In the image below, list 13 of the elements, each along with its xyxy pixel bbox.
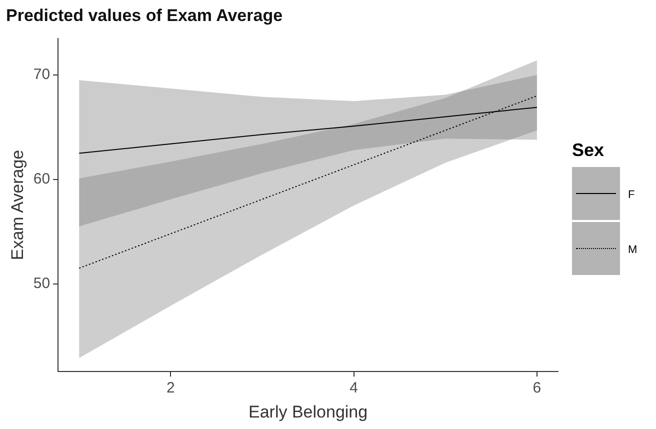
x-tick-label: 4 xyxy=(350,380,358,397)
y-axis-title: Exam Average xyxy=(8,150,27,260)
legend-title: Sex xyxy=(572,140,606,161)
x-axis-title: Early Belonging xyxy=(248,402,368,422)
chart-title: Predicted values of Exam Average xyxy=(6,6,283,25)
x-tick-label: 2 xyxy=(166,380,175,397)
y-tick-label: 50 xyxy=(33,275,50,292)
y-tick-label: 60 xyxy=(33,170,50,188)
x-tick-label: 6 xyxy=(532,380,542,397)
legend-label: F xyxy=(628,188,635,200)
line-series xyxy=(78,95,538,269)
legend-label: M xyxy=(628,244,638,256)
y-tick-label: 70 xyxy=(33,66,50,84)
